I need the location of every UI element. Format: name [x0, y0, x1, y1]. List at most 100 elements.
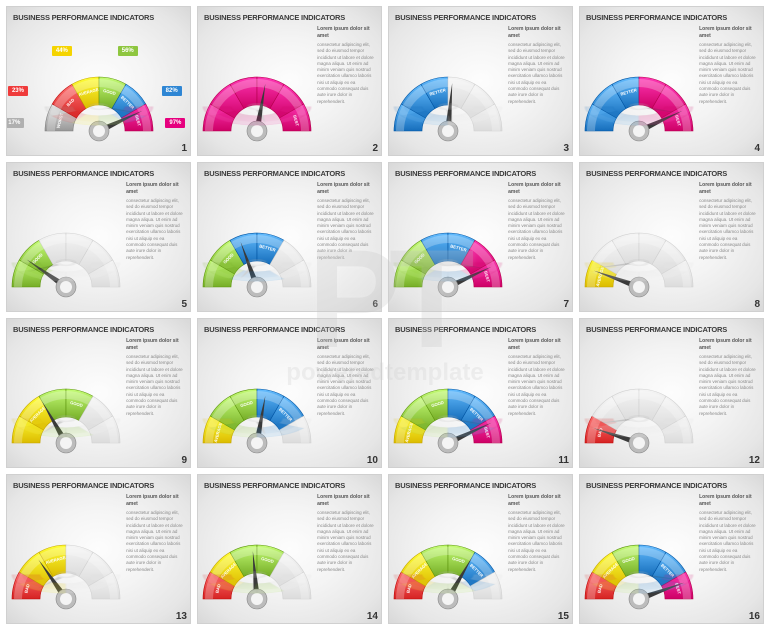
gauge-chart: GOODBETTERBEST [392, 225, 504, 295]
slide-title: BUSINESS PERFORMANCE INDICATORS [7, 163, 190, 178]
lorem-body: consectetur adipiscing elit, sed do eius… [508, 42, 565, 104]
lorem-body: consectetur adipiscing elit, sed do eius… [699, 510, 756, 572]
slide-title: BUSINESS PERFORMANCE INDICATORS [580, 163, 763, 178]
description-text: Lorem ipsum dolor sit amet consectetur ad… [506, 178, 572, 311]
description-text: Lorem ipsum dolor sit ametconsectetur ad… [697, 178, 763, 311]
lorem-body: consectetur adipiscing elit, sed do eius… [317, 510, 374, 572]
description-text: Lorem ipsum dolor sit amet consectetur ad… [697, 22, 763, 155]
slide-number: 3 [563, 143, 569, 154]
slide-title: BUSINESS PERFORMANCE INDICATORS [389, 319, 572, 334]
slide-number: 15 [558, 611, 569, 622]
lorem-heading: Lorem ipsum dolor sit amet [317, 182, 376, 196]
slide-number: 12 [749, 455, 760, 466]
lorem-heading: Lorem ipsum dolor sit amet [126, 338, 185, 352]
lorem-heading: Lorem ipsum dolor sit amet [126, 494, 185, 508]
slide-title: BUSINESS PERFORMANCE INDICATORS [7, 7, 190, 22]
lorem-heading: Lorem ipsum dolor sit amet [508, 338, 567, 352]
lorem-heading: Lorem ipsum dolor sit amet [317, 338, 376, 352]
slide-number: 8 [754, 299, 760, 310]
gauge-container: BADAVERAGEGOOD [198, 490, 315, 623]
callout-label: 56% [118, 46, 138, 56]
lorem-body: consectetur adipiscing elit, sed do eius… [699, 198, 756, 260]
gauge-chart: GOOD [10, 225, 122, 295]
gauge-container: BETTERBEST [580, 22, 697, 155]
lorem-heading: Lorem ipsum dolor sit amet [317, 494, 376, 508]
lorem-body: consectetur adipiscing elit, sed do eius… [699, 354, 756, 416]
gauge-container: WORSTBADAVERAGEGOODBETTERBEST17%23%44%56… [7, 22, 190, 155]
lorem-body: consectetur adipiscing elit, sed do eius… [508, 354, 565, 416]
gauge-container: GOODBETTERBEST [389, 178, 506, 311]
lorem-body: consectetur adipiscing elit, sed do eius… [317, 42, 374, 104]
callout-layer: 17%23%44%56%82%97% [7, 22, 190, 155]
gauge-container: BEST [198, 22, 315, 155]
slide-card: BUSINESS PERFORMANCE INDICATORSBETTERLor… [388, 6, 573, 156]
callout-label: 23% [8, 86, 28, 96]
lorem-body: consectetur adipiscing elit, sed do eius… [508, 510, 565, 572]
slide-number: 10 [367, 455, 378, 466]
lorem-body: consectetur adipiscing elit, sed do eius… [508, 198, 565, 260]
slide-number: 6 [372, 299, 378, 310]
callout-label: 44% [52, 46, 72, 56]
slide-title: BUSINESS PERFORMANCE INDICATORS [389, 163, 572, 178]
slide-number: 1 [181, 143, 187, 154]
slide-title: BUSINESS PERFORMANCE INDICATORS [7, 319, 190, 334]
slide-card: BUSINESS PERFORMANCE INDICATORS BETTERBES… [579, 6, 764, 156]
lorem-heading: Lorem ipsum dolor sit amet [317, 26, 376, 40]
slide-title: BUSINESS PERFORMANCE INDICATORS [389, 475, 572, 490]
lorem-body: consectetur adipiscing elit, sed do eius… [699, 42, 756, 104]
description-text: Lorem ipsum dolor sit amet consectetur ad… [124, 490, 190, 623]
slide-card: BUSINESS PERFORMANCE INDICATORSAVERAGEGO… [388, 318, 573, 468]
slide-title: BUSINESS PERFORMANCE INDICATORS [580, 475, 763, 490]
gauge-container: AVERAGEGOODBETTERBEST [389, 334, 506, 467]
slide-title: BUSINESS PERFORMANCE INDICATORS [198, 7, 381, 22]
description-text: Lorem ipsum dolor sit ametconsectetur ad… [124, 334, 190, 467]
slide-number: 2 [372, 143, 378, 154]
lorem-heading: Lorem ipsum dolor sit amet [699, 338, 758, 352]
callout-label: 97% [165, 118, 185, 128]
gauge-chart: BEST [201, 69, 313, 139]
gauge-chart: GOODBETTER [201, 225, 313, 295]
lorem-heading: Lorem ipsum dolor sit amet [508, 182, 567, 196]
gauge-container: BETTER [389, 22, 506, 155]
description-text: Lorem ipsum dolor sit amet consectetur ad… [506, 334, 572, 467]
lorem-heading: Lorem ipsum dolor sit amet [699, 494, 758, 508]
slide-card: BUSINESS PERFORMANCE INDICATORSGOODBETTE… [197, 162, 382, 312]
slide-card: BUSINESS PERFORMANCE INDICATORSBADAVERAG… [6, 474, 191, 624]
slide-card: BUSINESS PERFORMANCE INDICATORSAVERAGELo… [579, 162, 764, 312]
gauge-container: BADAVERAGE [7, 490, 124, 623]
lorem-body: consectetur adipiscing elit, sed do eius… [317, 354, 374, 416]
description-text: Lorem ipsum dolor sit ametconsectetur ad… [506, 22, 572, 155]
gauge-container: BADAVERAGEGOODBETTER [389, 490, 506, 623]
slide-card: BUSINESS PERFORMANCE INDICATORSBADAVERAG… [388, 474, 573, 624]
description-text: Lorem ipsum dolor sit ametconsectetur ad… [506, 490, 572, 623]
slide-number: 11 [558, 455, 569, 466]
slide-title: BUSINESS PERFORMANCE INDICATORS [389, 7, 572, 22]
gauge-container: AVERAGEGOODBETTER [198, 334, 315, 467]
slide-card: BUSINESS PERFORMANCE INDICATORS GOODBETTE… [388, 162, 573, 312]
description-text: Lorem ipsum dolor sit amet consectetur ad… [315, 490, 381, 623]
gauge-container: GOODBETTER [198, 178, 315, 311]
gauge-container: BAD [580, 334, 697, 467]
slide-number: 9 [181, 455, 187, 466]
slide-card: BUSINESS PERFORMANCE INDICATORS BEST Lorem… [197, 6, 382, 156]
slide-title: BUSINESS PERFORMANCE INDICATORS [198, 319, 381, 334]
slide-card: BUSINESS PERFORMANCE INDICATORSWORSTBADA… [6, 6, 191, 156]
gauge-chart: BADAVERAGE [10, 537, 122, 607]
slide-number: 13 [176, 611, 187, 622]
slide-card: BUSINESS PERFORMANCE INDICATORS AVERAGEGO… [197, 318, 382, 468]
lorem-body: consectetur adipiscing elit, sed do eius… [126, 198, 183, 260]
slide-card: BUSINESS PERFORMANCE INDICATORSBADAVERAG… [579, 474, 764, 624]
slide-number: 16 [749, 611, 760, 622]
gauge-chart: BETTERBEST [583, 69, 695, 139]
gauge-chart: AVERAGEGOODBETTER [201, 381, 313, 451]
slide-title: BUSINESS PERFORMANCE INDICATORS [580, 319, 763, 334]
slide-card: BUSINESS PERFORMANCE INDICATORS GOOD Lorem… [6, 162, 191, 312]
slide-grid: BUSINESS PERFORMANCE INDICATORSWORSTBADA… [0, 0, 770, 630]
slide-title: BUSINESS PERFORMANCE INDICATORS [580, 7, 763, 22]
lorem-heading: Lorem ipsum dolor sit amet [126, 182, 185, 196]
lorem-body: consectetur adipiscing elit, sed do eius… [126, 510, 183, 572]
slide-number: 7 [563, 299, 569, 310]
gauge-container: BADAVERAGEGOODBETTERBEST [580, 490, 697, 623]
description-text: Lorem ipsum dolor sit amet consectetur ad… [697, 334, 763, 467]
lorem-heading: Lorem ipsum dolor sit amet [699, 26, 758, 40]
